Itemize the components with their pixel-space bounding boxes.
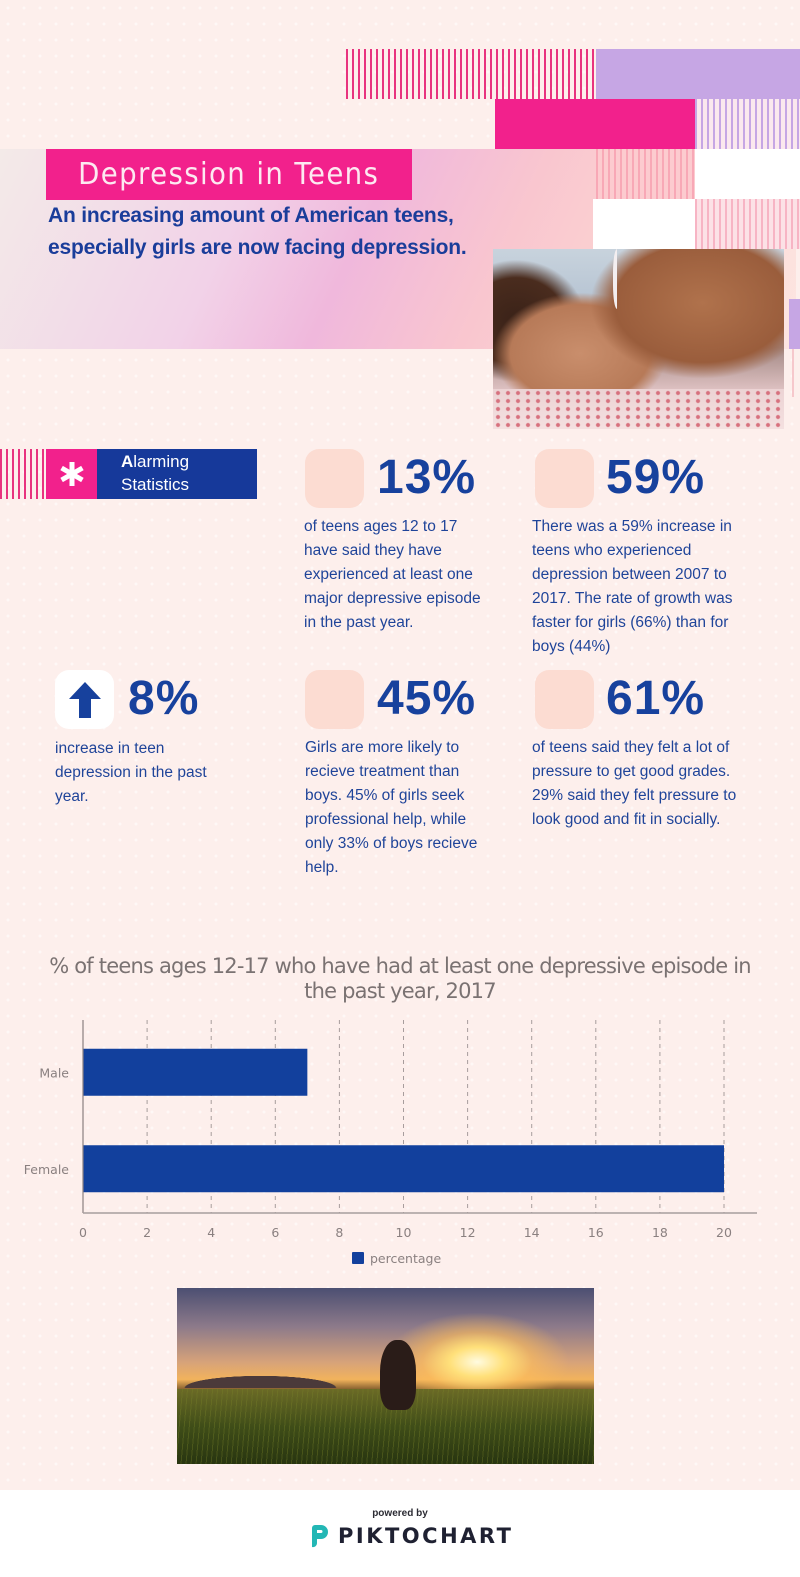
legend-swatch (352, 1252, 364, 1264)
page-title: Depression in Teens (78, 157, 380, 192)
stat-description: of teens ages 12 to 17 have said they ha… (304, 518, 481, 631)
photo-detail-silhouette (380, 1340, 416, 1410)
arrow-up-icon (68, 681, 101, 718)
decor-block-lilac-small (789, 299, 800, 349)
bar-chart: 0 2 4 6 8 10 12 14 16 18 20 Male Female percentage (24, 1020, 757, 1266)
x-tick-label: 8 (335, 1225, 343, 1240)
decor-stripes-rose-light (695, 199, 800, 249)
stat-icon-tile (305, 449, 364, 508)
sunset-photo (177, 1288, 594, 1464)
legend-label: percentage (370, 1251, 441, 1266)
section-stripes (0, 449, 44, 499)
x-tick-label: 0 (79, 1225, 87, 1240)
decor-block-white-2 (593, 199, 695, 249)
section-title-line-1: Alarming (121, 452, 190, 471)
asterisk-icon (46, 449, 97, 499)
stat-value: 45% (377, 672, 477, 725)
stat-value: 59% (606, 451, 706, 504)
stat-icon-tile (305, 670, 364, 729)
decor-block-pink (495, 99, 695, 149)
decor-block-lilac (596, 49, 800, 99)
x-tick-label: 14 (524, 1225, 540, 1240)
y-category-label: Male (39, 1065, 69, 1080)
y-category-label: Female (24, 1162, 70, 1177)
section-title-line-2: Statistics (121, 475, 190, 494)
decor-stripes-rose (596, 149, 695, 199)
photo-detail-strap (613, 249, 623, 309)
stat-icon-tile (535, 670, 594, 729)
stat-icon-tile (55, 670, 114, 729)
bar-female (83, 1145, 724, 1193)
x-tick-label: 2 (143, 1225, 151, 1240)
x-tick-label: 4 (207, 1225, 215, 1240)
piktochart-logo-icon (312, 1525, 328, 1548)
stat-description: of teens said they felt a lot of pressur… (532, 739, 737, 828)
footer (0, 1490, 800, 1577)
stat-value: 61% (606, 672, 706, 725)
decor-line (792, 349, 794, 397)
piktochart-logo[interactable]: PIKTOCHART (308, 1522, 513, 1550)
hero-photo (493, 249, 784, 429)
x-tick-label: 16 (588, 1225, 604, 1240)
section-title: Alarming Statistics (97, 449, 257, 499)
decor-block-white (695, 149, 800, 199)
x-tick-label: 6 (271, 1225, 279, 1240)
asterisk-icon-svg (59, 462, 84, 486)
piktochart-wordmark: PIKTOCHART (338, 1524, 514, 1548)
stat-description: Girls are more likely to recieve treatme… (305, 739, 478, 876)
powered-by-label: powered by (372, 1508, 428, 1519)
chart-title-line-2: the past year, 2017 (304, 979, 496, 1003)
chart-title: % of teens ages 12-17 who have had at le… (40, 954, 760, 1004)
subtitle-line-1: An increasing amount of American teens, (48, 204, 454, 227)
chart-title-line-1: % of teens ages 12-17 who have had at le… (49, 954, 751, 978)
bar-male (83, 1048, 308, 1096)
x-tick-label: 10 (396, 1225, 412, 1240)
x-tick-label: 20 (716, 1225, 732, 1240)
x-tick-label: 18 (652, 1225, 668, 1240)
stat-value: 8% (128, 672, 200, 725)
photo-detail-bedsheet (493, 389, 784, 429)
stat-description: increase in teen depression in the past … (55, 740, 207, 805)
decor-stripes-lilac (695, 99, 800, 149)
x-tick-label: 12 (460, 1225, 476, 1240)
stat-value: 13% (377, 451, 477, 504)
decor-stripes-pink (346, 49, 596, 99)
subtitle-line-2: especially girls are now facing depressi… (48, 236, 467, 259)
stat-description: There was a 59% increase in teens who ex… (532, 518, 733, 655)
page-title-box: Depression in Teens (46, 149, 412, 200)
page-subtitle: An increasing amount of American teens, … (48, 200, 508, 264)
stat-icon-tile (535, 449, 594, 508)
